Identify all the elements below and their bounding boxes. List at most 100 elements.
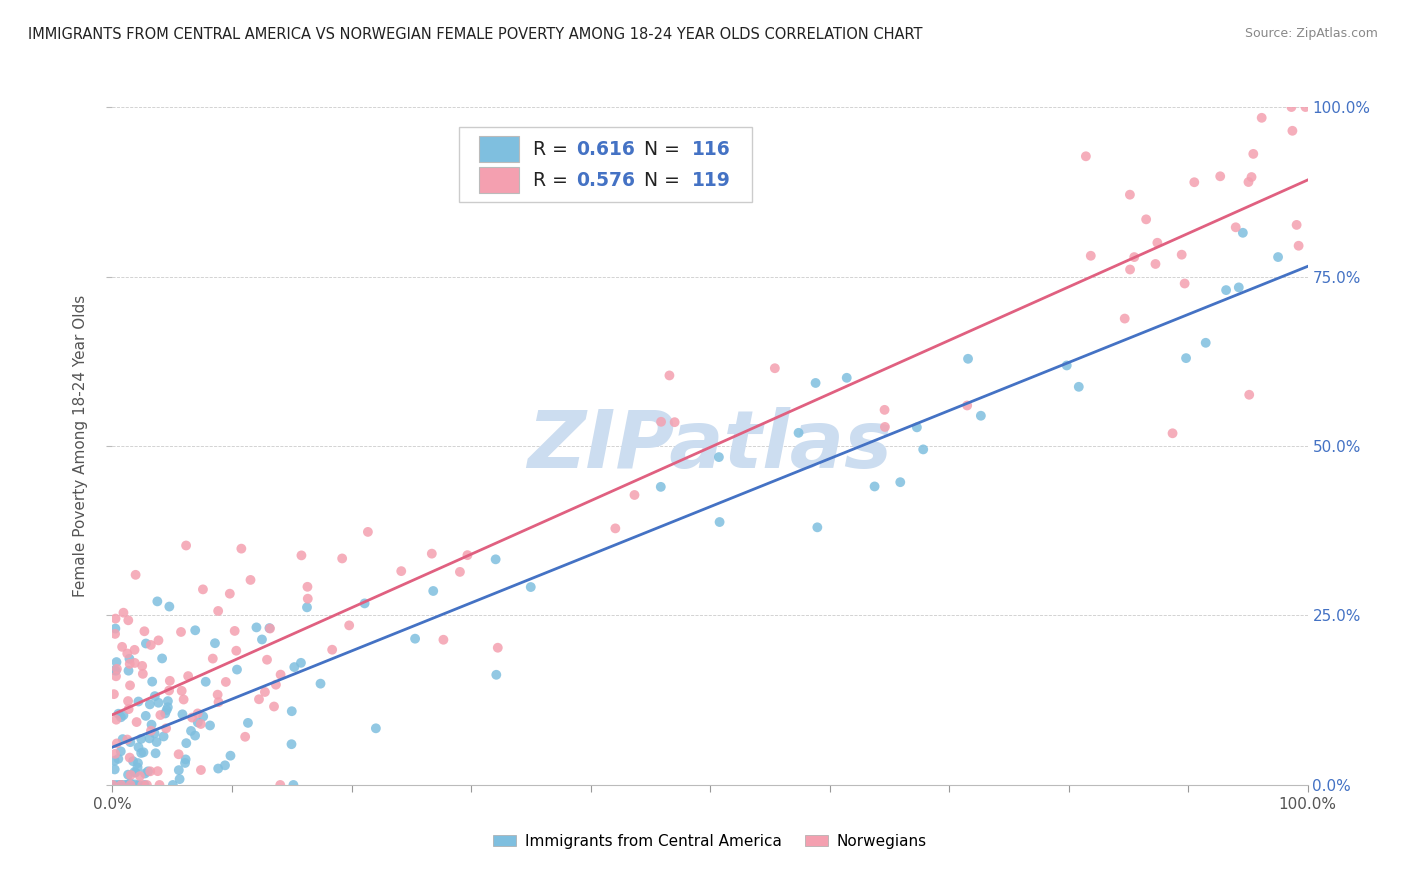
Point [263, 699, 285, 714]
Point [364, 721, 387, 735]
Point [1067, 380, 1090, 394]
Point [1175, 351, 1198, 365]
Text: Source: ZipAtlas.com: Source: ZipAtlas.com [1244, 27, 1378, 40]
Text: ZIPatlas: ZIPatlas [527, 407, 893, 485]
Point [124, 656, 146, 670]
Point [127, 694, 149, 708]
Point [456, 548, 478, 562]
Point [295, 600, 318, 615]
Point [129, 731, 152, 746]
Point [1209, 169, 1232, 184]
Point [152, 730, 174, 744]
Point [187, 706, 209, 721]
Point [269, 778, 291, 792]
Point [110, 744, 132, 758]
Point [957, 351, 980, 366]
Point [120, 768, 142, 782]
Point [174, 756, 197, 770]
Point [134, 778, 156, 792]
Point [1144, 257, 1167, 271]
Point [389, 564, 412, 578]
Point [157, 683, 180, 698]
Point [207, 695, 229, 709]
Point [118, 678, 141, 692]
Point [128, 740, 150, 755]
Point [138, 731, 160, 746]
Point [104, 747, 127, 761]
Point [118, 657, 141, 671]
Point [156, 700, 179, 714]
Point [146, 764, 169, 779]
Point [1074, 149, 1097, 163]
Point [156, 694, 179, 708]
Point [485, 667, 508, 681]
Point [239, 573, 262, 587]
Point [1080, 249, 1102, 263]
Point [105, 713, 128, 727]
Point [173, 692, 195, 706]
Point [1294, 100, 1316, 114]
Point [110, 778, 132, 792]
Point [280, 737, 302, 751]
Point [1225, 220, 1247, 235]
Point [139, 698, 162, 712]
Point [124, 764, 146, 779]
Point [105, 655, 128, 669]
Point [256, 653, 278, 667]
Point [117, 664, 139, 678]
FancyBboxPatch shape [479, 136, 519, 162]
Point [225, 644, 247, 658]
Point [233, 730, 256, 744]
Point [114, 778, 136, 792]
Point [297, 591, 319, 606]
Point [290, 656, 312, 670]
Point [835, 371, 858, 385]
Point [863, 479, 886, 493]
Point [605, 521, 627, 535]
Point [1215, 283, 1237, 297]
Point [1237, 388, 1260, 402]
Point [806, 520, 828, 534]
Point [117, 613, 139, 627]
Point [181, 710, 204, 724]
Point [146, 594, 169, 608]
Point [111, 640, 134, 654]
Point [259, 621, 281, 635]
Point [420, 547, 443, 561]
Text: N =: N = [627, 170, 686, 190]
Point [135, 709, 157, 723]
Point [264, 678, 287, 692]
FancyBboxPatch shape [479, 168, 519, 194]
Point [1250, 111, 1272, 125]
Point [177, 669, 200, 683]
Point [193, 709, 215, 723]
Point [297, 580, 319, 594]
Text: N =: N = [627, 139, 686, 159]
Point [135, 636, 157, 650]
Point [201, 651, 224, 665]
Point [1232, 226, 1254, 240]
Point [337, 618, 360, 632]
Point [1281, 124, 1303, 138]
Text: 119: 119 [692, 170, 731, 190]
Point [112, 606, 135, 620]
Point [873, 420, 896, 434]
Point [1114, 311, 1136, 326]
Text: IMMIGRANTS FROM CENTRAL AMERICA VS NORWEGIAN FEMALE POVERTY AMONG 18-24 YEAR OLD: IMMIGRANTS FROM CENTRAL AMERICA VS NORWE… [28, 27, 922, 42]
Point [101, 778, 124, 792]
Point [174, 752, 197, 766]
Point [139, 764, 162, 779]
Point [485, 552, 508, 566]
Point [623, 488, 645, 502]
Point [309, 676, 332, 690]
Point [404, 632, 426, 646]
Point [250, 632, 273, 647]
Point [148, 696, 170, 710]
Point [139, 638, 162, 652]
Point [148, 633, 170, 648]
Point [191, 582, 214, 597]
Point [103, 778, 125, 792]
Point [270, 667, 292, 681]
Point [1240, 169, 1263, 184]
Point [1237, 175, 1260, 189]
